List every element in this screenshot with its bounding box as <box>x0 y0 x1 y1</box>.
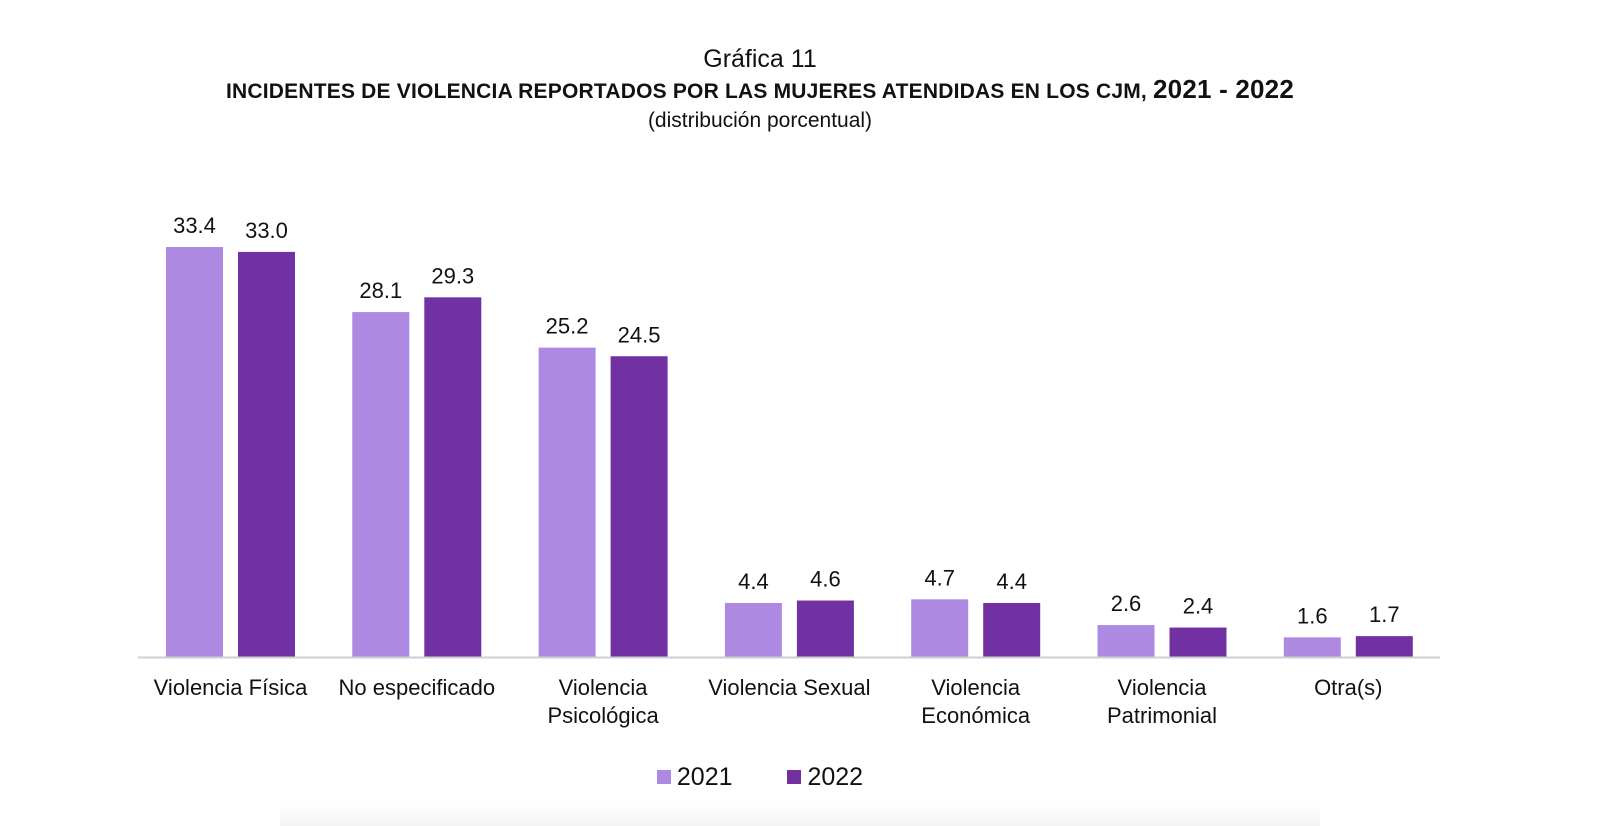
bar-2022-5 <box>983 602 1041 657</box>
legend-label-2021: 2021 <box>676 762 733 791</box>
data-label-2021-3: 25.2 <box>546 314 589 339</box>
data-label-2022-4: 4.6 <box>810 567 841 592</box>
data-label-2022-7: 1.7 <box>1369 602 1400 627</box>
category-label-2: No especificado <box>339 675 496 700</box>
chart-header: Gráfica 11 INCIDENTES DE VIOLENCIA REPOR… <box>0 44 1520 135</box>
chart-title-text: INCIDENTES DE VIOLENCIA REPORTADOS POR L… <box>225 80 1147 103</box>
chart-title: INCIDENTES DE VIOLENCIA REPORTADOS POR L… <box>0 74 1520 107</box>
category-label-1: Violencia Física <box>154 675 308 700</box>
bar-2021-3 <box>538 347 596 657</box>
data-label-2022-6: 2.4 <box>1183 594 1214 619</box>
legend-swatch-2021 <box>656 770 671 784</box>
bar-2022-2 <box>424 297 482 657</box>
data-label-2022-2: 29.3 <box>431 263 474 288</box>
category-label-5-line1: Violencia <box>931 675 1021 700</box>
bar-2021-7 <box>1283 637 1341 657</box>
data-label-2022-5: 4.4 <box>996 569 1027 594</box>
bar-2021-2 <box>352 312 410 657</box>
bar-2022-4 <box>796 600 854 657</box>
bar-2022-6 <box>1169 627 1227 657</box>
category-label-3-line2: Psicológica <box>547 703 659 728</box>
data-label-2022-3: 24.5 <box>618 322 661 347</box>
bar-2022-7 <box>1355 636 1413 657</box>
bar-2021-4 <box>724 602 782 657</box>
bar-2021-6 <box>1097 625 1155 657</box>
footer-shadow <box>280 805 1320 826</box>
data-label-2022-1: 33.0 <box>245 218 288 243</box>
data-label-2021-7: 1.6 <box>1297 603 1328 628</box>
chart-title-years: 2021 - 2022 <box>1153 74 1295 104</box>
legend: 2021 2022 <box>0 762 1520 792</box>
data-label-2021-4: 4.4 <box>738 569 769 594</box>
category-label-7: Otra(s) <box>1314 675 1382 700</box>
legend-item-2022: 2022 <box>787 763 863 792</box>
legend-item-2021: 2021 <box>656 762 733 792</box>
category-label-4: Violencia Sexual <box>708 675 870 700</box>
category-label-6-line2: Patrimonial <box>1107 703 1217 728</box>
category-label-5-line2: Económica <box>921 703 1031 728</box>
legend-swatch-2022 <box>787 770 802 784</box>
chart-overline: Gráfica 11 <box>703 45 817 73</box>
category-label-3-line1: Violencia <box>559 675 649 700</box>
bar-2021-5 <box>911 599 969 657</box>
legend-label-2022: 2022 <box>807 762 864 791</box>
bar-2021-1 <box>166 247 223 657</box>
data-label-2021-5: 4.7 <box>924 565 955 590</box>
bar-2022-1 <box>238 251 295 657</box>
data-label-2021-6: 2.6 <box>1111 591 1142 616</box>
data-label-2021-1: 33.4 <box>173 213 216 238</box>
chart-subtitle: (distribución porcentual) <box>647 109 873 132</box>
data-label-2021-2: 28.1 <box>359 278 402 303</box>
bar-2022-3 <box>610 356 668 657</box>
category-label-6-line1: Violencia <box>1118 675 1208 700</box>
